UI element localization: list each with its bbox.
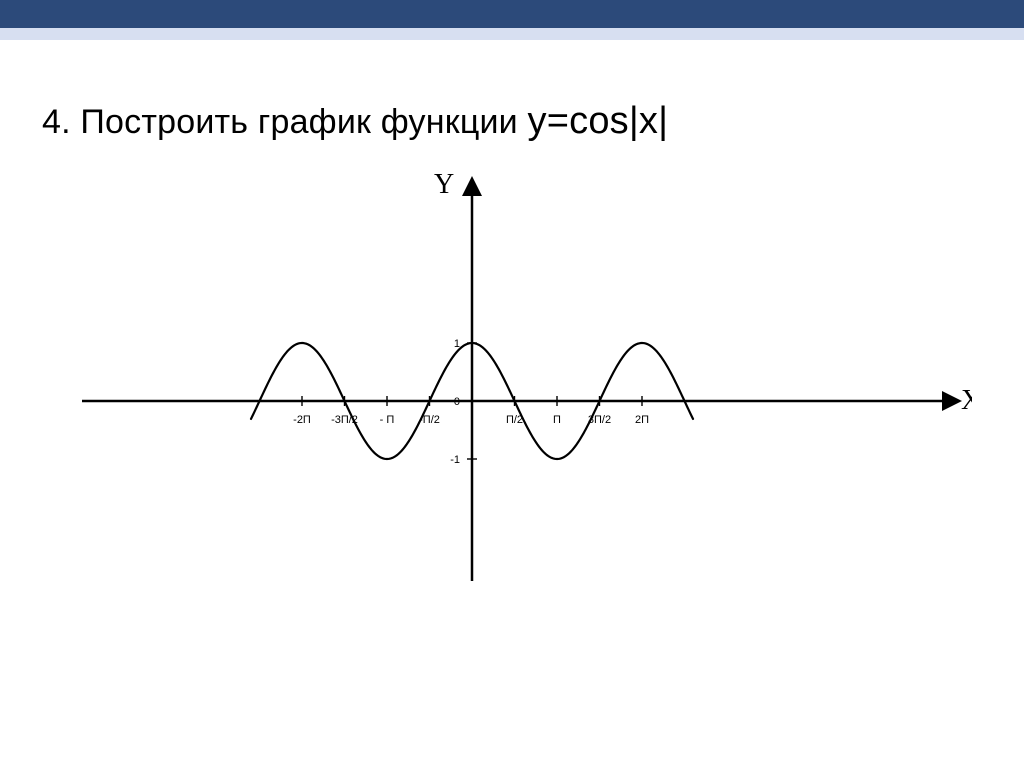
- page-title: 4. Построить график функции y=cos|x|: [42, 100, 1024, 143]
- x-tick-label: -2П: [293, 414, 311, 426]
- header-bar: [0, 0, 1024, 40]
- header-bar-light: [0, 28, 1024, 40]
- header-bar-dark: [0, 0, 1024, 28]
- chart-svg: XY-2П-3П/2- П-П/2П/2П3П/22П10-1: [52, 161, 972, 591]
- title-prefix: 4. Построить график функции: [42, 103, 528, 141]
- cosine-chart: XY-2П-3П/2- П-П/2П/2П3П/22П10-1: [52, 161, 972, 591]
- x-axis-label: X: [961, 385, 972, 416]
- y-tick-label: -1: [450, 454, 460, 466]
- title-function: y=cos|x|: [528, 100, 669, 142]
- y-tick-label: 0: [454, 396, 460, 408]
- y-axis-label: Y: [434, 169, 454, 200]
- x-tick-label: - П: [380, 414, 395, 426]
- x-tick-label: П: [553, 414, 561, 426]
- x-tick-label: 2П: [635, 414, 649, 426]
